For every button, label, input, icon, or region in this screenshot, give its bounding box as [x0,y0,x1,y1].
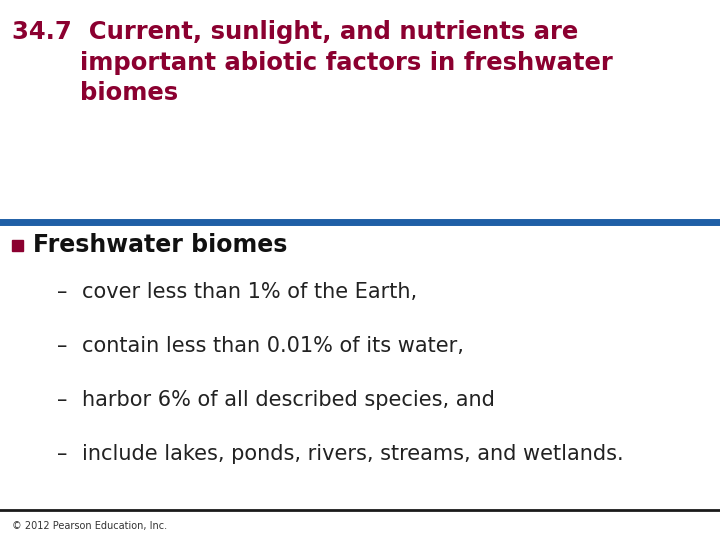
Text: Freshwater biomes: Freshwater biomes [33,233,287,257]
Text: –: – [57,390,67,410]
Text: –: – [57,444,67,464]
Text: include lakes, ponds, rivers, streams, and wetlands.: include lakes, ponds, rivers, streams, a… [82,444,624,464]
Bar [12,240,23,251]
Text: cover less than 1% of the Earth,: cover less than 1% of the Earth, [82,282,417,302]
Text: –: – [57,336,67,356]
Text: 34.7  Current, sunlight, and nutrients are
        important abiotic factors in : 34.7 Current, sunlight, and nutrients ar… [12,20,613,105]
Text: –: – [57,282,67,302]
Text: contain less than 0.01% of its water,: contain less than 0.01% of its water, [82,336,464,356]
Text: harbor 6% of all described species, and: harbor 6% of all described species, and [82,390,495,410]
Text: © 2012 Pearson Education, Inc.: © 2012 Pearson Education, Inc. [12,521,167,531]
